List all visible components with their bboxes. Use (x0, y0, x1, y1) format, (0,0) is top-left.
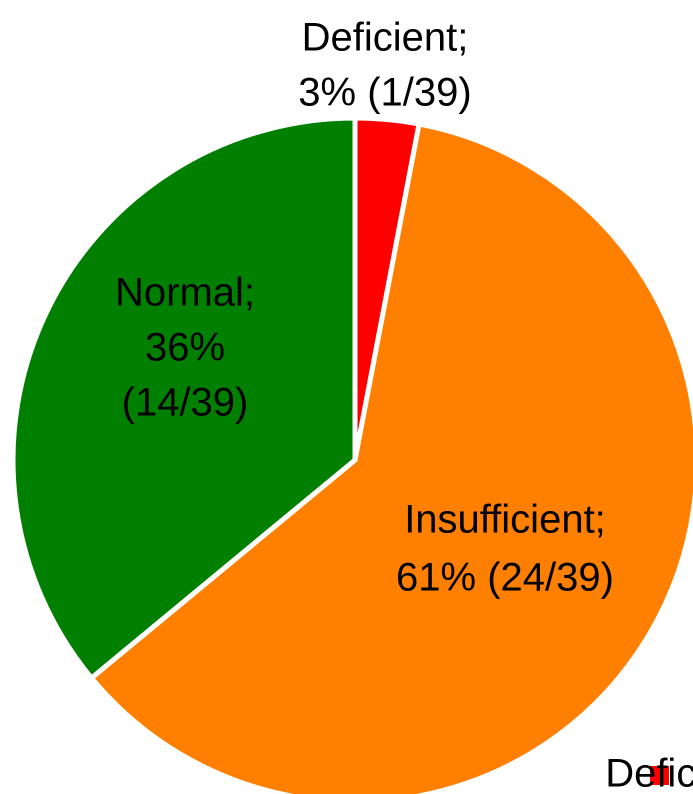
data-label: 36% (145, 326, 225, 370)
data-label: Normal; (115, 271, 255, 315)
data-label: (14/39) (122, 381, 249, 425)
legend-label: Deficient (605, 752, 693, 794)
legend-swatch (650, 766, 669, 785)
data-label: 61% (24/39) (396, 556, 614, 600)
data-label: Insufficient; (404, 498, 606, 542)
pie-slice (10, 115, 358, 682)
data-label: 3% (1/39) (298, 71, 471, 115)
pie-slice (87, 121, 693, 794)
data-label: Deficient; (302, 16, 469, 60)
